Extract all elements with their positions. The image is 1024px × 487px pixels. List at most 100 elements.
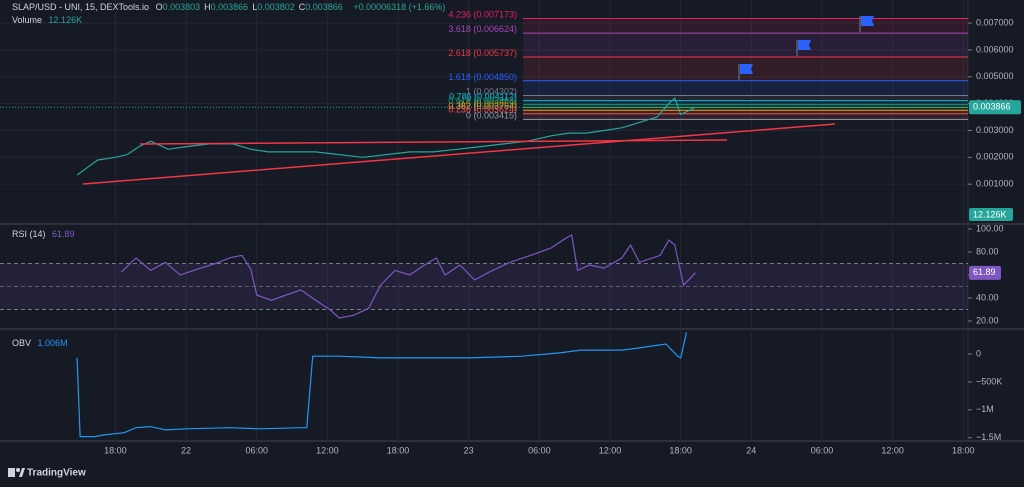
x-tick-label: 18:00 bbox=[952, 445, 975, 455]
fib-zone bbox=[523, 33, 968, 57]
x-tick-label: 12:00 bbox=[881, 445, 904, 455]
ohlc-key: H bbox=[204, 2, 211, 12]
fib-ratio: 0 bbox=[466, 111, 471, 121]
y-tick-label: 0.005000 bbox=[976, 71, 1014, 81]
fib-label: 0.618 (0.003963) bbox=[448, 96, 517, 106]
y-tick-label: 20.00 bbox=[976, 315, 999, 325]
fib-price: (0.003859) bbox=[473, 99, 517, 109]
fib-label: 0 (0.003415) bbox=[466, 111, 517, 121]
y-tick-label: 100.00 bbox=[976, 223, 1004, 233]
x-tick-label: 22 bbox=[181, 445, 191, 455]
ohlc-value: 0.003803 bbox=[162, 2, 201, 12]
x-tick-label: 18:00 bbox=[104, 445, 127, 455]
fib-label: 1.618 (0.004850) bbox=[448, 72, 517, 82]
x-tick-label: 06:00 bbox=[811, 445, 834, 455]
flag bbox=[738, 64, 753, 80]
fib-ratio: 0.786 bbox=[449, 92, 472, 102]
series-line bbox=[120, 234, 696, 319]
fib-price: (0.003624) bbox=[473, 105, 517, 115]
fib-label: 2.618 (0.005737) bbox=[448, 48, 517, 58]
rsi-title: RSI (14) bbox=[12, 229, 46, 239]
ohlc: O0.003803 H0.003866 L0.003802 C0.003866 bbox=[156, 2, 347, 12]
rsi-value: 61.89 bbox=[52, 229, 75, 239]
obv-title: OBV bbox=[12, 338, 32, 348]
y-tick-label: 80.00 bbox=[976, 246, 999, 256]
fib-ratio: 0.236 bbox=[448, 105, 471, 115]
fib-label: 4.236 (0.007173) bbox=[448, 10, 517, 20]
fib-label: 0.786 (0.004112) bbox=[449, 92, 517, 102]
series-line bbox=[76, 332, 688, 438]
fib-label: 0.5 (0.003859) bbox=[458, 99, 517, 109]
volume-badge bbox=[969, 208, 1013, 221]
ohlc-key: L bbox=[252, 2, 258, 12]
ohlc-value: 0.003866 bbox=[210, 2, 249, 12]
x-tick-label: 24 bbox=[746, 445, 756, 455]
fib-ratio: 0.5 bbox=[458, 99, 471, 109]
price-badge bbox=[969, 100, 1021, 115]
fib-label: 1 (0.004302) bbox=[466, 87, 517, 97]
fib-zone bbox=[523, 18, 968, 34]
series-line bbox=[76, 97, 696, 176]
y-tick-label: 0.006000 bbox=[976, 44, 1014, 54]
fib-price: (0.004302) bbox=[473, 87, 517, 97]
y-tick-label: −1M bbox=[976, 404, 994, 414]
fib-ratio: 2.618 bbox=[448, 48, 471, 58]
volume-legend: Volume 12.126K bbox=[12, 15, 86, 25]
value-badge bbox=[969, 265, 1001, 280]
x-tick-label: 06:00 bbox=[245, 445, 268, 455]
obv-value: 1.006M bbox=[37, 338, 68, 348]
y-tick-label: 0.003000 bbox=[976, 125, 1014, 135]
fib-zone bbox=[523, 113, 968, 120]
flag bbox=[859, 16, 874, 32]
fib-label: 0.382 (0.003754) bbox=[448, 102, 517, 112]
ohlc-key: C bbox=[298, 2, 306, 12]
logo bbox=[8, 468, 25, 477]
fib-ratio: 4.236 bbox=[448, 10, 471, 20]
y-tick-label: 0 bbox=[976, 348, 981, 358]
y-tick-label: −500K bbox=[976, 376, 1002, 386]
fib-label: 3.618 (0.006624) bbox=[448, 25, 517, 35]
volume-badge-label: 12.126K bbox=[973, 209, 1007, 219]
fib-ratio: 3.618 bbox=[448, 25, 471, 35]
fib-zone bbox=[523, 80, 968, 96]
y-tick-label: 0.002000 bbox=[976, 152, 1014, 162]
obv-legend: OBV 1.006M bbox=[12, 338, 72, 348]
change: +0.00006318 (+1.66%) bbox=[353, 2, 446, 12]
fib-ratio: 0.382 bbox=[448, 102, 471, 112]
fib-price: (0.006624) bbox=[473, 25, 517, 35]
fib-price: (0.004112) bbox=[474, 92, 517, 102]
y-tick-label: 0.001000 bbox=[976, 179, 1014, 189]
x-tick-label: 12:00 bbox=[316, 445, 339, 455]
fib-ratio: 0.618 bbox=[448, 96, 471, 106]
fib-price: (0.005737) bbox=[473, 48, 517, 58]
fib-ratio: 1 bbox=[466, 87, 471, 97]
price-badge-label: 0.003866 bbox=[973, 102, 1011, 112]
volume-value: 12.126K bbox=[48, 15, 83, 25]
fib-price: (0.003963) bbox=[473, 96, 517, 106]
fib-zone bbox=[523, 95, 968, 101]
x-tick-label: 23 bbox=[464, 445, 474, 455]
fib-price: (0.007173) bbox=[473, 10, 517, 20]
x-tick-label: 06:00 bbox=[528, 445, 551, 455]
fib-ratio: 1.618 bbox=[448, 72, 471, 82]
fib-zone bbox=[523, 107, 968, 111]
fib-price: (0.003415) bbox=[473, 111, 517, 121]
fib-zone bbox=[523, 104, 968, 108]
rsi-legend: RSI (14) 61.89 bbox=[12, 229, 79, 239]
x-tick-label: 18:00 bbox=[387, 445, 410, 455]
value-badge-label: 61.89 bbox=[973, 267, 996, 277]
fib-zone bbox=[523, 110, 968, 114]
ohlc-value: 0.003866 bbox=[305, 2, 343, 12]
flag bbox=[796, 40, 811, 56]
fib-price: (0.003754) bbox=[473, 102, 517, 112]
y-tick-label: 0.007000 bbox=[976, 17, 1014, 27]
volume-title: Volume bbox=[12, 15, 43, 25]
ohlc-key: O bbox=[155, 2, 163, 12]
fib-zone bbox=[523, 100, 968, 105]
y-tick-label: 40.00 bbox=[976, 292, 999, 302]
trend-line bbox=[82, 123, 836, 185]
footer-brand: TradingView bbox=[27, 468, 86, 479]
fib-price: (0.004850) bbox=[473, 72, 517, 82]
